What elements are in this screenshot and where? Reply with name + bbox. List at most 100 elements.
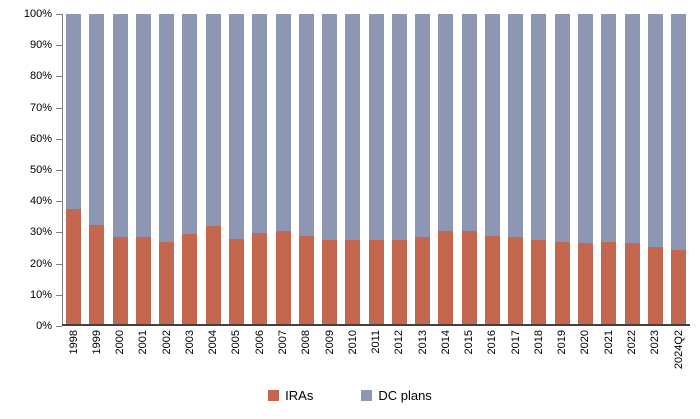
- x-tick-text: 2005: [230, 330, 243, 355]
- segment-iras: [508, 237, 524, 324]
- bar-2013: [411, 14, 434, 324]
- stacked-bar: [252, 14, 268, 324]
- x-tick-text: 2014: [439, 330, 452, 355]
- bar-2002: [155, 14, 178, 324]
- segment-iras: [66, 209, 82, 324]
- segment-iras: [275, 231, 291, 324]
- bar-2008: [295, 14, 318, 324]
- bar-2021: [597, 14, 620, 324]
- x-tick-text: 2004: [207, 330, 220, 355]
- segment-dc-plans: [508, 14, 524, 238]
- x-tick-text: 2007: [277, 330, 290, 355]
- segment-iras: [159, 241, 175, 324]
- segment-iras: [322, 240, 338, 324]
- y-tick-mark: [56, 232, 62, 234]
- stacked-bar: [66, 14, 82, 324]
- segment-iras: [484, 235, 500, 324]
- segment-iras: [461, 231, 477, 324]
- x-tick-text: 1998: [67, 330, 80, 355]
- segment-dc-plans: [112, 14, 128, 238]
- stacked-bar: [275, 14, 291, 324]
- stacked-bar: [554, 14, 570, 324]
- x-tick-label-2008: 2008: [295, 330, 318, 382]
- x-tick-label-2021: 2021: [597, 330, 620, 382]
- segment-dc-plans: [415, 14, 431, 238]
- segment-dc-plans: [601, 14, 617, 242]
- x-tick-text: 2013: [416, 330, 429, 355]
- stacked-bar: [112, 14, 128, 324]
- x-tick-text: 2021: [602, 330, 615, 355]
- stacked-bar: [205, 14, 221, 324]
- bar-2000: [109, 14, 132, 324]
- legend: IRAs DC plans: [0, 388, 700, 403]
- y-tick-label: 10%: [29, 288, 52, 301]
- segment-dc-plans: [671, 14, 687, 250]
- legend-swatch: [268, 390, 280, 401]
- segment-iras: [531, 240, 547, 324]
- stacked-bar: [368, 14, 384, 324]
- bar-2003: [178, 14, 201, 324]
- bar-2007: [271, 14, 294, 324]
- bar-1999: [85, 14, 108, 324]
- legend-label: DC plans: [378, 388, 432, 403]
- y-tick-mark: [56, 326, 62, 327]
- y-tick-label: 30%: [29, 226, 52, 239]
- x-tick-label-2006: 2006: [248, 330, 271, 382]
- segment-dc-plans: [391, 14, 407, 241]
- bar-2004: [202, 14, 225, 324]
- segment-dc-plans: [461, 14, 477, 231]
- y-tick-label: 100%: [23, 8, 52, 20]
- bar-2018: [527, 14, 550, 324]
- stacked-bar: [438, 14, 454, 324]
- x-tick-text: 2011: [370, 330, 383, 354]
- x-tick-text: 2001: [137, 330, 150, 355]
- y-tick-label: 20%: [29, 257, 52, 270]
- y-tick-mark: [56, 14, 62, 15]
- x-tick-label-2014: 2014: [434, 330, 457, 382]
- x-tick-label-2017: 2017: [504, 330, 527, 382]
- bar-2017: [504, 14, 527, 324]
- segment-dc-plans: [205, 14, 221, 227]
- x-tick-text: 2022: [626, 330, 638, 355]
- x-tick-label-2004: 2004: [202, 330, 225, 382]
- x-tick-label-2015: 2015: [458, 330, 481, 382]
- y-tick-label: 50%: [29, 164, 52, 176]
- x-tick-label-2019: 2019: [551, 330, 574, 382]
- stacked-bar: [647, 14, 663, 324]
- stacked-bar: [89, 14, 105, 324]
- x-tick-text: 2010: [346, 330, 359, 355]
- y-tick-mark: [56, 76, 62, 78]
- bar-2019: [551, 14, 574, 324]
- x-tick-label-2022: 2022: [620, 330, 643, 382]
- legend-swatch: [361, 390, 373, 401]
- segment-dc-plans: [275, 14, 291, 231]
- x-tick-label-2010: 2010: [341, 330, 364, 382]
- x-tick-label-2001: 2001: [132, 330, 155, 382]
- stacked-bar: [298, 14, 314, 324]
- segment-iras: [624, 243, 640, 324]
- stacked-bar: [159, 14, 175, 324]
- y-tick-mark: [56, 294, 62, 296]
- stacked-bar: [135, 14, 151, 324]
- x-tick-text: 2006: [253, 330, 266, 355]
- stacked-bar: [345, 14, 361, 324]
- segment-dc-plans: [554, 14, 570, 242]
- stacked-bar: [322, 14, 338, 324]
- segment-dc-plans: [438, 14, 454, 231]
- segment-iras: [601, 241, 617, 324]
- x-tick-label-2005: 2005: [225, 330, 248, 382]
- segment-dc-plans: [135, 14, 151, 238]
- y-tick-mark: [56, 170, 62, 171]
- bar-2015: [458, 14, 481, 324]
- stacked-bar: [577, 14, 593, 324]
- x-tick-text: 2015: [463, 330, 476, 355]
- segment-dc-plans: [647, 14, 663, 247]
- x-tick-text: 2023: [649, 330, 662, 355]
- x-tick-text: 2000: [114, 330, 127, 355]
- segment-dc-plans: [228, 14, 244, 239]
- stacked-bar: [415, 14, 431, 324]
- bar-1998: [62, 14, 85, 324]
- y-tick-label: 0%: [36, 320, 52, 332]
- segment-dc-plans: [484, 14, 500, 236]
